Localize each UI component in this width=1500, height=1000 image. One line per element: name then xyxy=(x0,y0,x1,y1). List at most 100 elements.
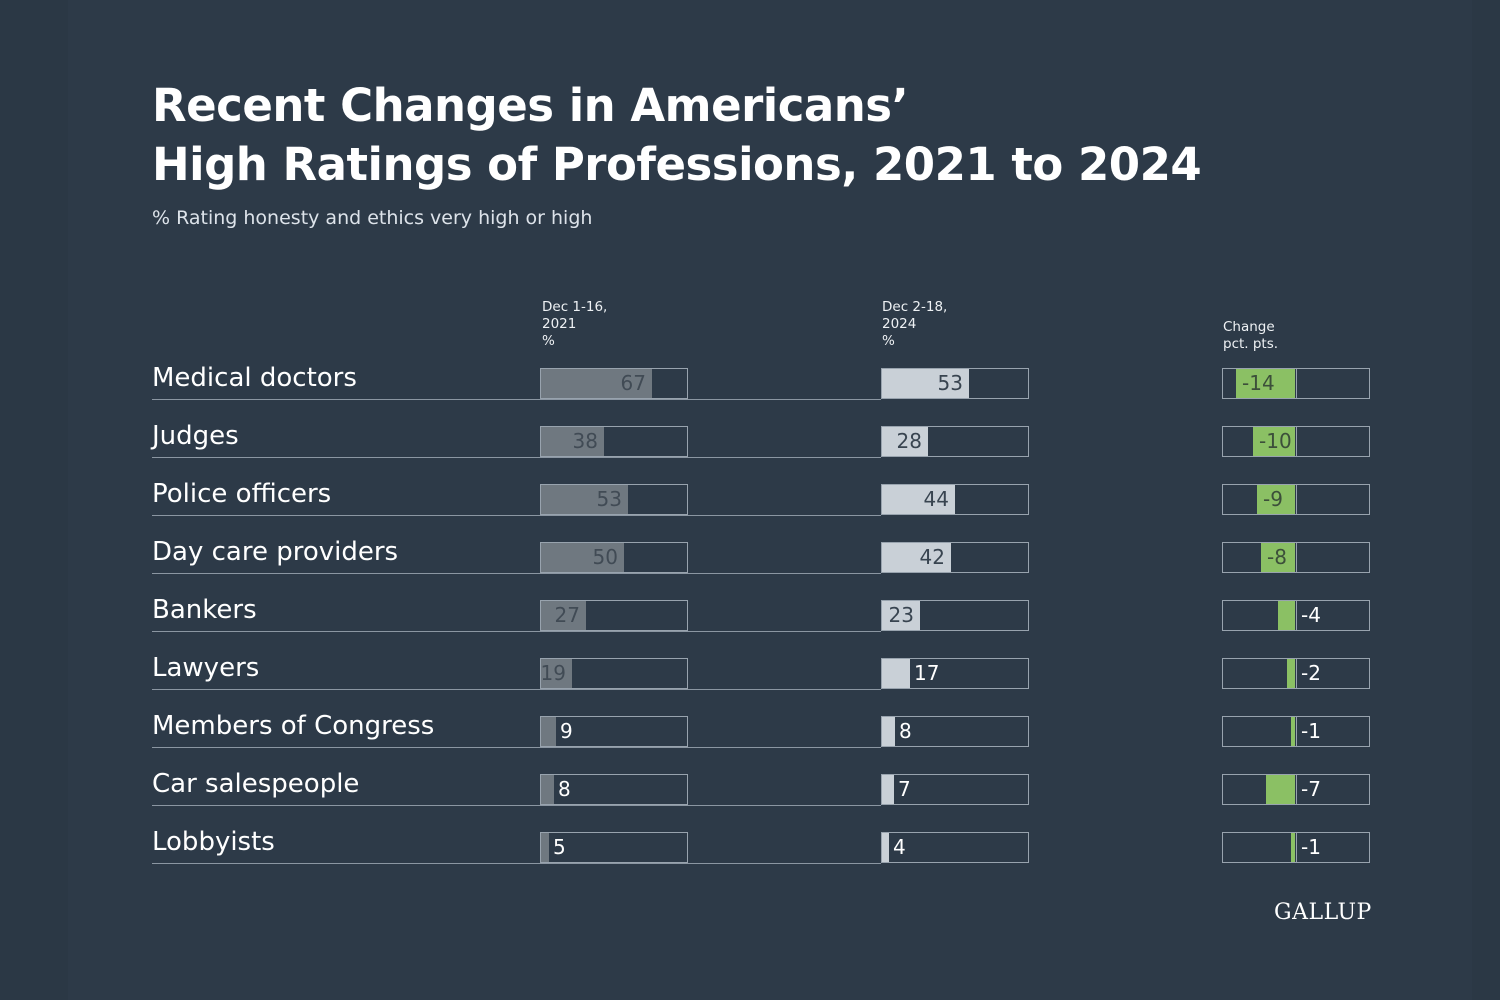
change-zero-line xyxy=(1296,833,1297,862)
bar-value-change-lobbyists: -1 xyxy=(1301,835,1321,859)
bar-y24-medical-doctors xyxy=(882,369,969,398)
bar-change-medical-doctors xyxy=(1236,369,1295,398)
bar-value-y21-police-officers: 53 xyxy=(596,487,622,511)
chart-subtitle: % Rating honesty and ethics very high or… xyxy=(152,207,593,229)
bar-frame-y21-day-care-providers: 50 xyxy=(540,542,688,573)
row-divider xyxy=(152,805,881,806)
row-divider xyxy=(152,457,881,458)
bar-value-y21-bankers: 27 xyxy=(554,603,580,627)
row-divider xyxy=(152,631,881,632)
bar-value-y24-medical-doctors: 53 xyxy=(937,371,963,395)
bar-y24-day-care-providers xyxy=(882,543,951,572)
bar-frame-change-lobbyists: -1 xyxy=(1222,832,1370,863)
bar-frame-y21-lawyers: 19 xyxy=(540,658,688,689)
bar-y21-lobbyists xyxy=(541,833,549,862)
change-zero-line xyxy=(1296,543,1297,572)
column-header-2021: Dec 1-16, 2021 % xyxy=(542,299,608,349)
bar-value-y24-lobbyists: 4 xyxy=(893,835,906,859)
row-label-medical-doctors: Medical doctors xyxy=(152,363,357,393)
bar-y21-medical-doctors xyxy=(541,369,652,398)
change-zero-line xyxy=(1296,369,1297,398)
bar-value-y21-lawyers: 19 xyxy=(540,661,566,685)
bar-frame-y21-bankers: 27 xyxy=(540,600,688,631)
change-zero-line xyxy=(1296,427,1297,456)
bar-frame-change-police-officers: -9 xyxy=(1222,484,1370,515)
bar-frame-change-day-care-providers: -8 xyxy=(1222,542,1370,573)
bar-value-y24-members-of-congress: 8 xyxy=(899,719,912,743)
row-divider xyxy=(152,863,881,864)
bar-y24-car-salespeople xyxy=(882,775,894,804)
bar-value-y24-judges: 28 xyxy=(896,429,922,453)
bar-y21-lawyers xyxy=(541,659,572,688)
bar-change-lobbyists xyxy=(1291,833,1295,862)
bar-frame-change-members-of-congress: -1 xyxy=(1222,716,1370,747)
bar-frame-y24-police-officers: 44 xyxy=(881,484,1029,515)
row-divider xyxy=(152,515,881,516)
change-zero-line xyxy=(1296,717,1297,746)
bar-value-y24-police-officers: 44 xyxy=(923,487,949,511)
change-zero-line xyxy=(1296,601,1297,630)
bar-change-judges xyxy=(1253,427,1295,456)
row-label-lobbyists: Lobbyists xyxy=(152,827,275,857)
row-divider xyxy=(152,399,881,400)
bar-value-y24-car-salespeople: 7 xyxy=(898,777,911,801)
bar-frame-change-car-salespeople: -7 xyxy=(1222,774,1370,805)
bar-frame-y21-judges: 38 xyxy=(540,426,688,457)
column-header-change: Change pct. pts. xyxy=(1223,319,1279,352)
bar-value-change-lawyers: -2 xyxy=(1301,661,1321,685)
bar-value-y24-lawyers: 17 xyxy=(914,661,940,685)
bar-change-police-officers xyxy=(1257,485,1295,514)
bar-frame-y24-lawyers: 17 xyxy=(881,658,1029,689)
bar-frame-y21-lobbyists: 5 xyxy=(540,832,688,863)
bar-frame-y21-police-officers: 53 xyxy=(540,484,688,515)
bar-y24-judges xyxy=(882,427,928,456)
bar-frame-y21-car-salespeople: 8 xyxy=(540,774,688,805)
left-panel-edge xyxy=(0,0,68,1000)
bar-value-change-bankers: -4 xyxy=(1301,603,1321,627)
bar-value-change-judges: -10 xyxy=(1259,429,1292,453)
bar-value-change-car-salespeople: -7 xyxy=(1301,777,1321,801)
bar-y21-members-of-congress xyxy=(541,717,556,746)
bar-value-change-medical-doctors: -14 xyxy=(1242,371,1275,395)
change-zero-line xyxy=(1296,659,1297,688)
bar-y24-bankers xyxy=(882,601,920,630)
bar-y21-car-salespeople xyxy=(541,775,554,804)
bar-value-y21-medical-doctors: 67 xyxy=(620,371,646,395)
bar-frame-y24-medical-doctors: 53 xyxy=(881,368,1029,399)
bar-value-change-police-officers: -9 xyxy=(1263,487,1283,511)
row-divider xyxy=(152,747,881,748)
bar-frame-y24-day-care-providers: 42 xyxy=(881,542,1029,573)
bar-change-members-of-congress xyxy=(1291,717,1295,746)
bar-value-y21-day-care-providers: 50 xyxy=(592,545,618,569)
bar-y24-police-officers xyxy=(882,485,955,514)
bar-frame-y24-car-salespeople: 7 xyxy=(881,774,1029,805)
bar-frame-change-medical-doctors: -14 xyxy=(1222,368,1370,399)
row-label-car-salespeople: Car salespeople xyxy=(152,769,360,799)
row-label-members-of-congress: Members of Congress xyxy=(152,711,435,741)
chart-title-line-2: High Ratings of Professions, 2021 to 202… xyxy=(152,138,1202,191)
bar-y21-day-care-providers xyxy=(541,543,624,572)
column-header-2024: Dec 2-18, 2024 % xyxy=(882,299,948,349)
row-divider xyxy=(152,573,881,574)
bar-value-y21-car-salespeople: 8 xyxy=(558,777,571,801)
chart-title: Recent Changes in Americans’ High Rating… xyxy=(152,76,1202,194)
change-zero-line xyxy=(1296,485,1297,514)
right-panel-edge xyxy=(1472,0,1500,1000)
change-zero-line xyxy=(1296,775,1297,804)
row-divider xyxy=(152,689,881,690)
bar-frame-y24-judges: 28 xyxy=(881,426,1029,457)
bar-frame-change-judges: -10 xyxy=(1222,426,1370,457)
bar-value-change-day-care-providers: -8 xyxy=(1267,545,1287,569)
bar-value-y24-bankers: 23 xyxy=(888,603,914,627)
bar-value-y21-judges: 38 xyxy=(572,429,598,453)
chart-title-line-1: Recent Changes in Americans’ xyxy=(152,79,909,132)
bar-value-y21-members-of-congress: 9 xyxy=(560,719,573,743)
bar-y24-members-of-congress xyxy=(882,717,895,746)
bar-frame-y21-medical-doctors: 67 xyxy=(540,368,688,399)
bar-y24-lobbyists xyxy=(882,833,889,862)
bar-frame-y24-lobbyists: 4 xyxy=(881,832,1029,863)
bar-frame-y24-members-of-congress: 8 xyxy=(881,716,1029,747)
row-label-day-care-providers: Day care providers xyxy=(152,537,399,567)
bar-frame-change-bankers: -4 xyxy=(1222,600,1370,631)
bar-change-car-salespeople xyxy=(1266,775,1295,804)
